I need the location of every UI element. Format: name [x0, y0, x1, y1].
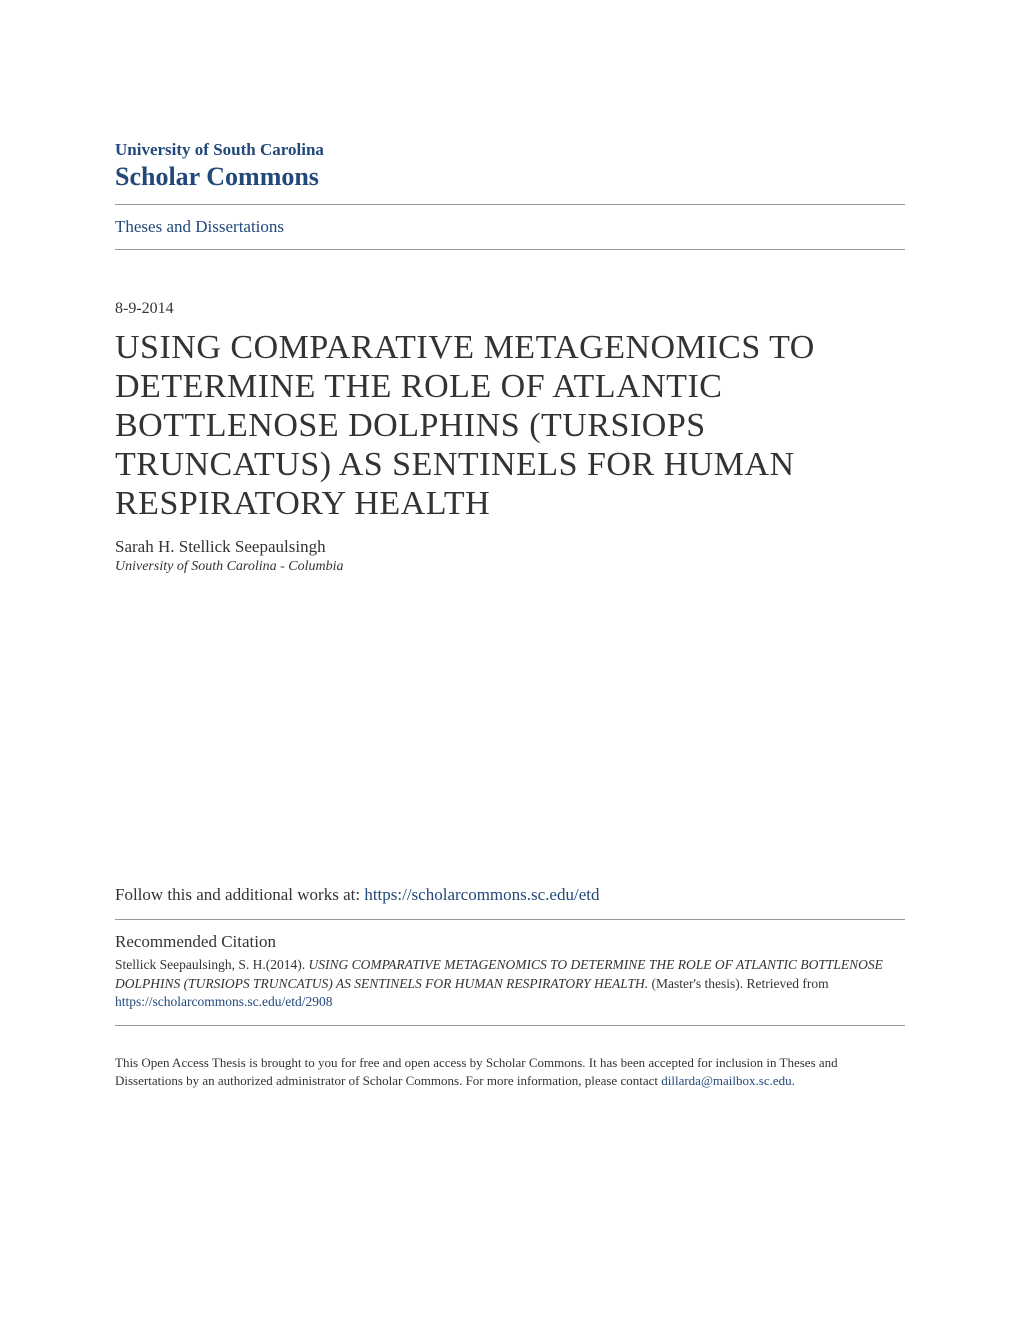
content-spacer: [115, 575, 905, 885]
footer-text-after: .: [792, 1073, 795, 1088]
citation-link[interactable]: https://scholarcommons.sc.edu/etd/2908: [115, 994, 332, 1009]
citation-header: Recommended Citation: [115, 932, 905, 952]
citation-type: (Master's thesis). Retrieved from: [648, 976, 829, 991]
university-name: University of South Carolina: [115, 140, 905, 160]
divider-citation: [115, 919, 905, 920]
citation-author-year: Stellick Seepaulsingh, S. H.(2014).: [115, 957, 308, 972]
citation-body: Stellick Seepaulsingh, S. H.(2014). USIN…: [115, 956, 905, 1011]
footer-email-link[interactable]: dillarda@mailbox.sc.edu: [661, 1073, 791, 1088]
follow-link[interactable]: https://scholarcommons.sc.edu/etd: [364, 885, 599, 904]
author-name: Sarah H. Stellick Seepaulsingh: [115, 537, 905, 557]
follow-prefix: Follow this and additional works at:: [115, 885, 364, 904]
author-affiliation: University of South Carolina - Columbia: [115, 559, 905, 575]
theses-link[interactable]: Theses and Dissertations: [115, 205, 905, 249]
document-title: USING COMPARATIVE METAGENOMICS TO DETERM…: [115, 328, 905, 523]
scholar-commons-title[interactable]: Scholar Commons: [115, 162, 905, 192]
divider-footer: [115, 1025, 905, 1026]
divider-section: [115, 249, 905, 250]
footer-notice: This Open Access Thesis is brought to yo…: [115, 1054, 905, 1090]
publication-date: 8-9-2014: [115, 300, 905, 318]
follow-works-text: Follow this and additional works at: htt…: [115, 885, 905, 905]
